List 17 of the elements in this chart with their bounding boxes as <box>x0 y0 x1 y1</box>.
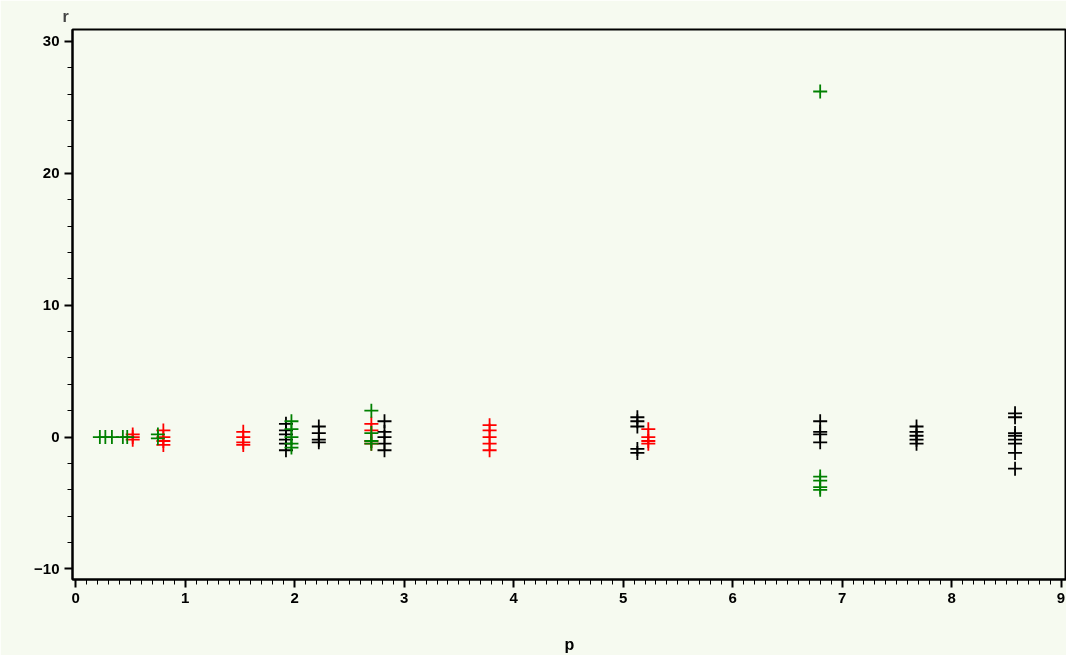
y-axis-title: r <box>62 7 69 25</box>
x-tick-label: 5 <box>618 588 628 606</box>
x-tick-label: 7 <box>837 588 847 606</box>
x-tick-label: 1 <box>181 588 190 606</box>
y-tick-label: 0 <box>51 428 60 446</box>
x-tick-label: 6 <box>728 588 737 606</box>
x-tick-label: 9 <box>1056 588 1066 606</box>
y-tick-label: 20 <box>42 164 60 182</box>
x-tick-label: 3 <box>400 588 409 606</box>
x-tick-label: 8 <box>947 588 956 606</box>
y-tick-label: 30 <box>42 32 60 50</box>
y-tick-label: 10 <box>42 296 60 314</box>
x-tick-label: 4 <box>509 588 519 606</box>
x-tick-label: 2 <box>290 588 299 606</box>
y-tick-label: −10 <box>34 559 60 577</box>
x-axis-title: p <box>564 635 575 653</box>
x-tick-label: 0 <box>71 588 80 606</box>
